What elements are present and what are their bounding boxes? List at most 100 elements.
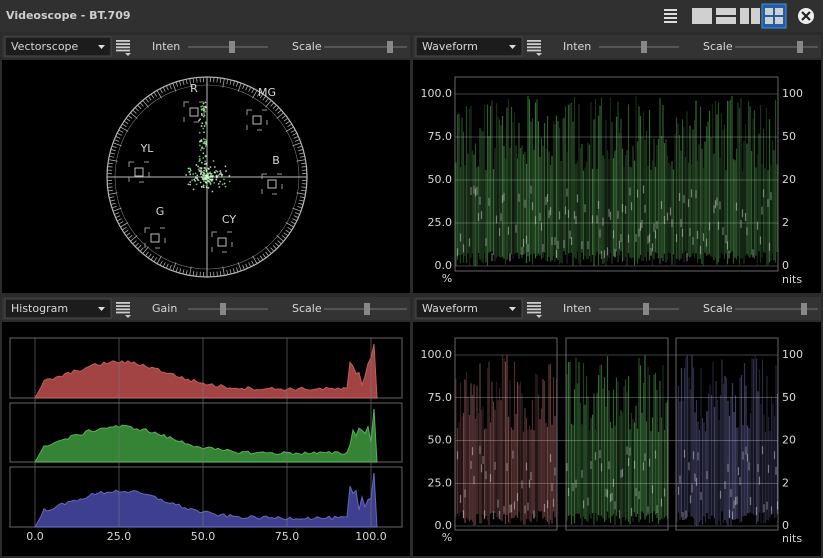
trace-dot	[189, 181, 192, 183]
tick	[299, 155, 305, 158]
menu-arrow	[536, 53, 542, 56]
control-label: Scale	[703, 40, 733, 53]
slider[interactable]	[599, 303, 679, 315]
tick	[196, 271, 198, 277]
trace-dot	[204, 166, 207, 169]
scope-dropdown[interactable]: Waveform	[415, 36, 523, 57]
layout-rows[interactable]	[716, 8, 736, 24]
trace-dot	[205, 186, 208, 189]
trace-dot	[207, 172, 210, 175]
control-label: Scale	[703, 302, 733, 315]
tick	[232, 268, 235, 274]
options-menu[interactable]	[116, 302, 131, 318]
trace-dot	[223, 182, 226, 185]
tick	[142, 246, 149, 254]
tick	[115, 135, 121, 139]
tick	[226, 269, 229, 275]
tick	[110, 149, 116, 152]
menu-arrow	[125, 315, 131, 318]
trace-dot	[187, 167, 190, 170]
tick	[265, 100, 272, 108]
menu-line	[527, 49, 541, 52]
tick	[259, 255, 264, 261]
scope-area	[413, 322, 821, 556]
slider[interactable]	[735, 41, 818, 53]
x-axis-label: 75.0	[275, 530, 300, 543]
trace-dot	[219, 170, 222, 172]
trace-dot	[198, 155, 201, 158]
tick	[299, 199, 305, 202]
layout-quad[interactable]	[761, 3, 787, 29]
tick	[145, 251, 149, 257]
tick	[159, 88, 163, 94]
trace-dot	[200, 125, 203, 127]
left-unit: %	[442, 531, 452, 544]
tick	[292, 207, 302, 212]
tick	[116, 218, 122, 222]
scope-dropdown[interactable]: Histogram	[4, 298, 112, 319]
trace-dot	[197, 165, 200, 168]
tick	[139, 102, 144, 107]
trace-dot	[194, 179, 197, 182]
tick	[296, 192, 306, 195]
slider[interactable]	[188, 41, 268, 53]
tick	[293, 135, 299, 139]
tick	[123, 229, 129, 234]
tick	[134, 107, 139, 112]
options-menu[interactable]	[116, 40, 131, 56]
tick	[272, 104, 277, 109]
right-axis-label: 50	[782, 391, 796, 404]
right-axis-label: 0	[782, 519, 789, 532]
tick	[285, 229, 291, 234]
dropdown-label: Waveform	[422, 40, 478, 53]
trace-dot	[200, 108, 203, 111]
dropdown-arrow	[509, 307, 516, 311]
tick	[116, 132, 122, 136]
slider[interactable]	[324, 41, 407, 53]
trace-dot	[193, 178, 196, 181]
slider[interactable]	[324, 303, 407, 315]
tick	[108, 192, 118, 195]
menu-line	[527, 308, 541, 311]
tick	[276, 112, 284, 119]
layout-cols[interactable]	[740, 8, 760, 24]
layout-single[interactable]	[692, 8, 712, 24]
trace-dot	[194, 176, 197, 178]
trace-dot	[212, 160, 215, 162]
tick	[237, 262, 242, 272]
trace-dot	[202, 115, 205, 118]
right-axis-label: 2	[782, 216, 789, 229]
trace-dot	[202, 138, 205, 140]
window-title: Videoscope - BT.709	[6, 9, 131, 22]
slider-track	[324, 46, 407, 48]
trace-dot	[202, 102, 205, 105]
tick	[109, 196, 115, 199]
tick	[281, 115, 287, 119]
scope-dropdown[interactable]: Vectorscope	[4, 36, 112, 57]
slider[interactable]	[735, 303, 818, 315]
trace-dot	[204, 121, 207, 124]
trace-dot	[220, 173, 223, 176]
slider[interactable]	[599, 41, 679, 53]
right-axis-label: 50	[782, 130, 796, 143]
scope-dropdown[interactable]: Waveform	[415, 298, 523, 319]
slider[interactable]	[188, 303, 268, 315]
options-menu[interactable]	[527, 302, 542, 318]
x-axis-label: 0.0	[26, 530, 44, 543]
close-button[interactable]	[798, 8, 814, 24]
tick	[175, 81, 179, 87]
control-label: Scale	[292, 40, 322, 53]
tick	[219, 271, 222, 277]
trace-dot	[218, 186, 221, 188]
trace-dot	[203, 169, 205, 172]
tick	[285, 120, 291, 125]
trace-dot	[203, 163, 206, 165]
slider-thumb	[643, 303, 649, 315]
trace-dot	[189, 183, 192, 186]
tick	[118, 221, 124, 225]
menu-button[interactable]	[661, 6, 681, 26]
options-menu[interactable]	[527, 40, 542, 56]
control-label: Scale	[292, 302, 322, 315]
tick	[229, 79, 232, 85]
